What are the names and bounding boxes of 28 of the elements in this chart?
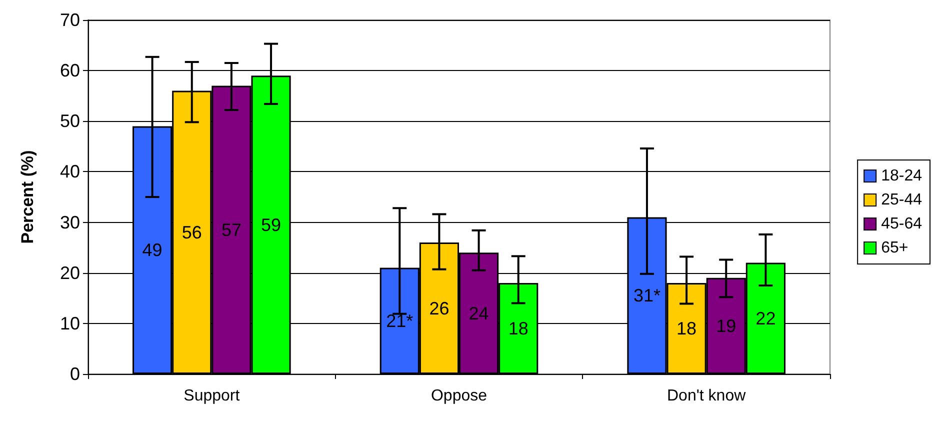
legend-label: 65+: [881, 240, 908, 256]
y-tick-label: 30: [60, 212, 80, 232]
y-tick-label: 40: [60, 162, 80, 182]
data-label: 18: [508, 318, 528, 338]
data-label: 31*: [633, 286, 660, 306]
y-tick-label: 50: [60, 111, 80, 132]
data-label: 49: [142, 240, 162, 260]
data-label: 56: [182, 222, 202, 242]
data-label: 57: [221, 220, 242, 240]
y-axis-title: Percent (%): [18, 150, 37, 244]
y-tick-label: 0: [70, 364, 80, 384]
data-label: 22: [756, 308, 776, 328]
data-label: 24: [468, 303, 489, 324]
data-label: 19: [716, 316, 736, 336]
x-tick-label: Oppose: [430, 388, 488, 404]
x-tick-label: Support: [184, 388, 240, 404]
y-tick-label: 20: [60, 262, 80, 283]
y-tick-label: 70: [60, 10, 80, 30]
data-label: 59: [261, 214, 282, 235]
data-label: 18: [676, 318, 697, 338]
legend-label: 18-24: [881, 168, 922, 184]
legend-label: 25-44: [881, 192, 922, 208]
legend-label: 45-64: [881, 216, 922, 232]
y-tick-label: 10: [60, 313, 80, 334]
data-label: 26: [429, 298, 450, 318]
data-label: 21*: [386, 310, 414, 331]
x-tick-label: Don't know: [667, 388, 746, 404]
y-tick-label: 60: [60, 60, 80, 81]
